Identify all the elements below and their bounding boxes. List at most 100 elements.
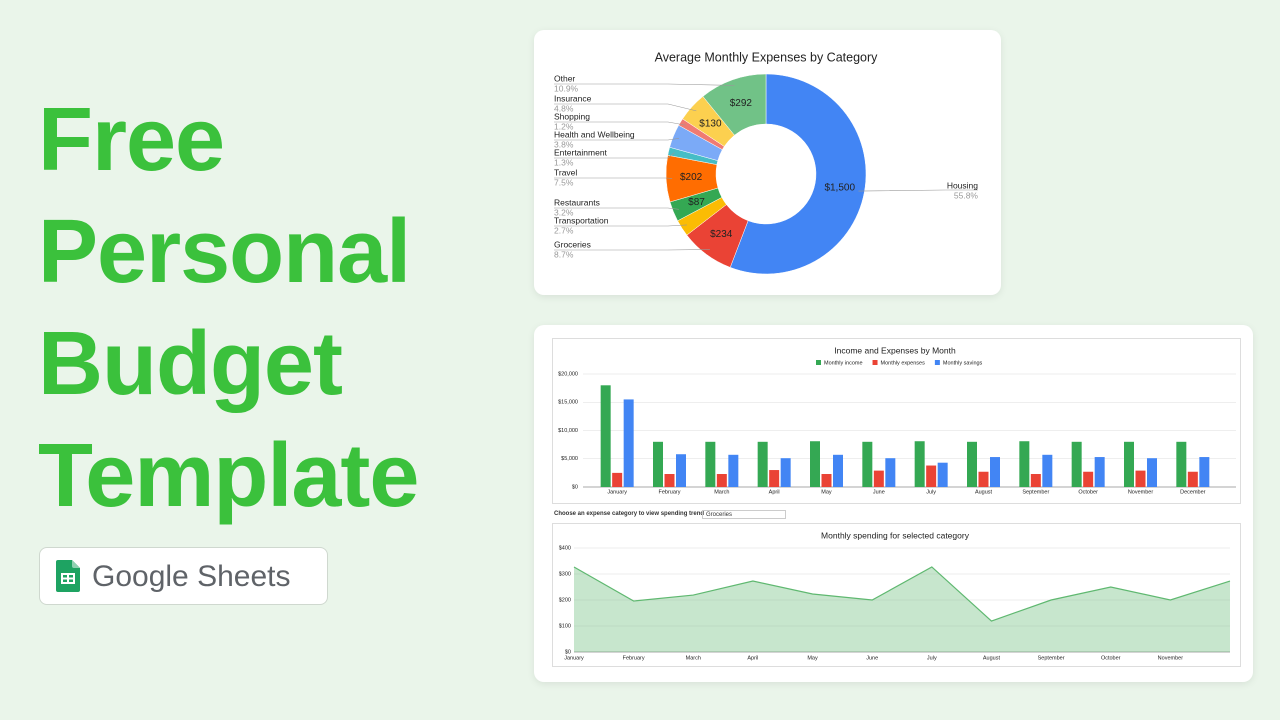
leader-line [554,121,686,126]
x-tick-label: February [623,655,645,661]
legend-swatch [872,360,878,365]
dropdown[interactable]: Groceries [702,510,786,519]
x-tick-label: July [926,489,936,495]
chart-frame [552,523,1241,667]
bar [769,470,780,487]
x-tick-label: August [975,489,993,495]
y-tick-label: $200 [559,597,571,603]
leader-line [554,137,680,141]
pie-percent: 3.8% [554,139,574,149]
bar [728,454,739,487]
x-tick-label: March [714,489,729,495]
x-tick-label: February [658,489,680,495]
bar [705,441,716,487]
pie-percent: 8.7% [554,249,574,259]
bar [1071,441,1082,487]
bar [937,462,948,487]
bar [873,470,884,487]
legend-label: Monthly savings [943,360,983,366]
leader-line [554,152,675,159]
bar [1147,458,1157,487]
pie-label: Groceries [554,239,591,249]
leader-line [554,103,697,112]
bar [926,465,937,487]
headline-line: Free [38,90,225,190]
x-tick-label: January [607,489,627,495]
x-tick-label: March [686,655,701,661]
pie-percent: 7.5% [554,177,574,187]
pie-percent: 1.2% [554,121,574,131]
bar [1199,457,1210,487]
bar [821,474,832,487]
bar [967,441,977,487]
legend-label: Monthly expenses [881,360,926,366]
pie-percent: 1.3% [554,157,574,167]
y-tick-label: $20,000 [558,371,578,377]
bar [978,471,989,487]
x-tick-label: June [873,489,885,495]
x-tick-label: September [1022,489,1049,495]
leader-line [554,224,687,227]
bar [757,441,768,487]
slice-label: $130 [699,118,722,129]
x-tick-label: December [1180,489,1206,495]
bar [914,441,925,487]
slice-label: $1,500 [824,182,855,193]
y-tick-label: $15,000 [558,400,578,406]
badge: Google Sheets [39,547,328,605]
x-tick-label: June [866,655,878,661]
y-tick-label: $100 [559,623,571,629]
chart-title: Monthly spending for selected category [821,530,970,540]
bar [676,454,686,487]
leader-line [554,83,735,86]
bar [1124,441,1134,487]
leader-line [554,207,679,210]
pie-label: Health and Wellbeing [554,129,635,139]
headline-line: Personal [38,202,411,302]
pie-percent: 10.9% [554,83,579,93]
bar [1083,471,1094,487]
bar [1030,474,1041,487]
x-tick-label: August [983,655,1001,661]
y-tick-label: $300 [559,571,571,577]
pie-label: Other [554,73,575,83]
pie-label: Restaurants [554,197,600,207]
bar [664,474,675,487]
x-tick-label: May [807,655,818,661]
headline: Free Personal Budget Template [38,84,419,532]
x-tick-label: October [1078,489,1098,495]
bar [1135,470,1146,487]
bar [1176,441,1187,487]
y-tick-label: $10,000 [558,428,578,434]
bar [653,441,663,487]
bar [1187,471,1198,487]
pie-label: Shopping [554,111,590,121]
slice [729,73,867,275]
dropdown-label: Choose an expense category to view spend… [554,511,705,517]
x-tick-label: September [1038,655,1065,661]
pie-percent: 4.8% [554,103,574,113]
x-tick-label: April [747,655,758,661]
bar [833,454,843,487]
badge-text: Google Sheets [92,560,291,593]
x-tick-label: November [1128,489,1154,495]
headline-line: Budget [38,314,343,414]
pie-percent: 3.2% [554,207,574,217]
y-tick-label: $0 [565,649,571,655]
sheets-icon [56,560,80,592]
slice-label: $87 [688,197,705,208]
slice-label: $234 [710,229,733,240]
leader-line [554,249,710,251]
bar [1042,454,1053,487]
bar [780,458,791,487]
x-tick-label: July [927,655,937,661]
bar [600,385,611,487]
bar [862,441,873,487]
pie-label: Transportation [554,215,609,225]
bar [1019,441,1030,487]
legend-swatch [816,360,821,365]
pie-percent: 55.8% [954,190,979,200]
pie-label: Housing [947,180,978,190]
pie-label: Travel [554,167,577,177]
